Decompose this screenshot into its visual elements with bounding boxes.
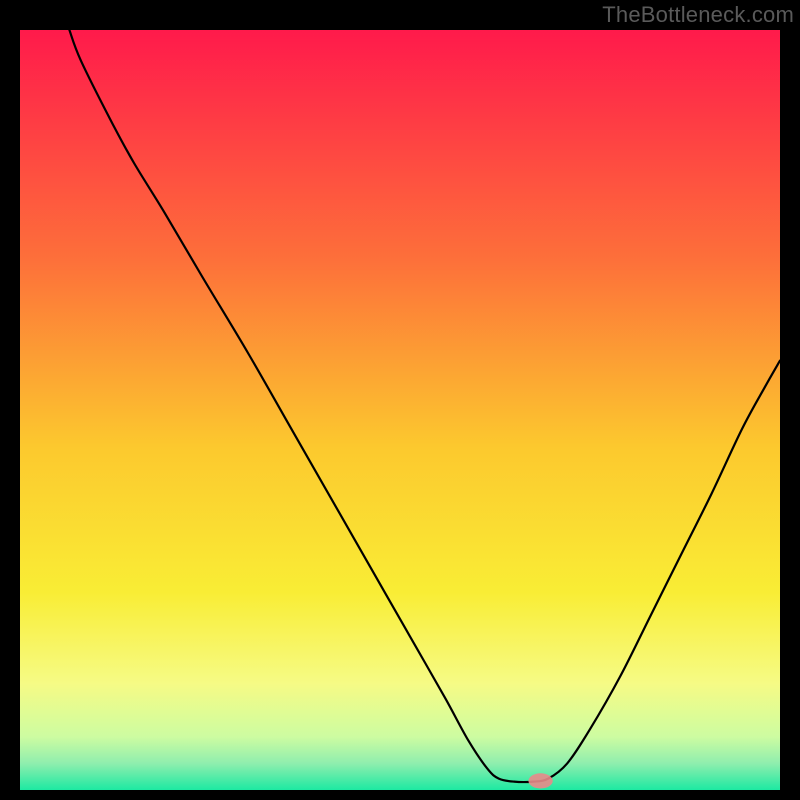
gradient-background [20, 30, 780, 790]
chart-frame: TheBottleneck.com [0, 0, 800, 800]
plot-area [20, 30, 780, 790]
bottleneck-curve-chart [20, 30, 780, 790]
sweet-spot-marker [528, 773, 552, 788]
watermark-text: TheBottleneck.com [602, 2, 794, 28]
